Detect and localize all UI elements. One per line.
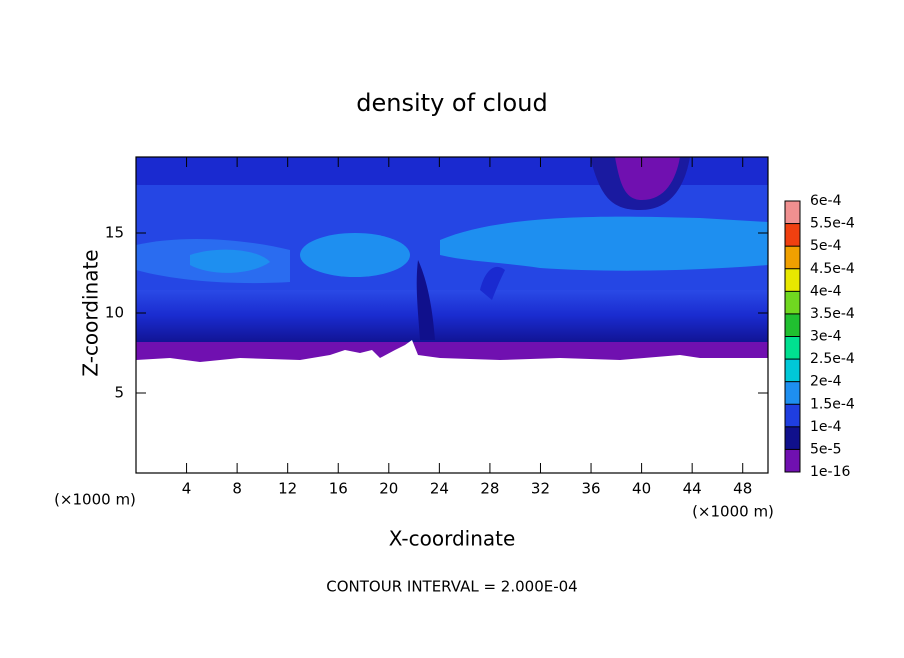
colorbar-label: 4e-4 xyxy=(810,283,842,299)
colorbar-bin xyxy=(785,313,800,337)
x-tick-label: 24 xyxy=(430,480,449,498)
colorbar-bin xyxy=(785,426,800,450)
contour-note: CONTOUR INTERVAL = 2.000E-04 xyxy=(326,578,577,596)
colorbar-label: 3e-4 xyxy=(810,329,842,345)
colorbar-bin xyxy=(785,404,800,427)
colorbar-label: 5e-5 xyxy=(810,441,841,457)
field-blob xyxy=(190,249,270,273)
x-tick-label: 12 xyxy=(278,480,297,498)
y-axis-unit: (×1000 m) xyxy=(54,491,136,509)
colorbar-bin xyxy=(785,246,800,269)
x-tick-label: 8 xyxy=(232,480,242,498)
y-tick-label: 10 xyxy=(105,304,124,322)
field-streak xyxy=(416,260,435,340)
colorbar-bin xyxy=(785,223,800,247)
colorbar-label: 1e-16 xyxy=(810,464,850,480)
field-blob xyxy=(440,216,768,271)
x-tick-label: 44 xyxy=(683,480,702,498)
colorbar-bin xyxy=(785,336,800,360)
colorbar-label: 2.5e-4 xyxy=(810,351,855,367)
contour-field xyxy=(136,157,768,473)
x-tick-label: 4 xyxy=(182,480,192,498)
x-tick-label: 16 xyxy=(329,480,348,498)
colorbar-label: 4.5e-4 xyxy=(810,261,855,277)
colorbar-bin xyxy=(785,449,800,472)
plot-frame xyxy=(135,156,769,474)
x-tick-label: 48 xyxy=(733,480,752,498)
y-tick-label: 5 xyxy=(114,384,124,402)
x-axis-label: X-coordinate xyxy=(389,527,516,551)
colorbar-label: 5.5e-4 xyxy=(810,216,855,232)
colorbar-label: 6e-4 xyxy=(810,193,842,209)
colorbar-label: 1.5e-4 xyxy=(810,396,855,412)
x-tick-label: 20 xyxy=(379,480,398,498)
x-tick-label: 32 xyxy=(531,480,550,498)
field-top-blob xyxy=(615,157,680,200)
field-bottom xyxy=(136,342,768,362)
field-empty xyxy=(136,340,768,473)
colorbar-label: 2e-4 xyxy=(810,374,842,390)
colorbar-label: 1e-4 xyxy=(810,419,842,435)
y-axis-label: Z-coordinate xyxy=(79,249,103,376)
y-tick-label: 15 xyxy=(105,224,124,242)
colorbar-label: 3.5e-4 xyxy=(810,306,855,322)
colorbar-bin xyxy=(785,268,800,292)
colorbar-label: 5e-4 xyxy=(810,238,842,254)
colorbar-bin xyxy=(785,359,800,382)
field-blob xyxy=(300,233,410,277)
colorbar-bin xyxy=(785,201,800,224)
field-low xyxy=(136,290,768,346)
x-tick-label: 28 xyxy=(480,480,499,498)
colorbar-bin xyxy=(785,381,800,405)
chart-title: density of cloud xyxy=(356,89,547,117)
colorbar-bin xyxy=(785,291,800,314)
x-tick-label: 36 xyxy=(581,480,600,498)
x-tick-label: 40 xyxy=(632,480,651,498)
field-streak xyxy=(480,266,505,300)
x-axis-unit: (×1000 m) xyxy=(692,503,774,521)
